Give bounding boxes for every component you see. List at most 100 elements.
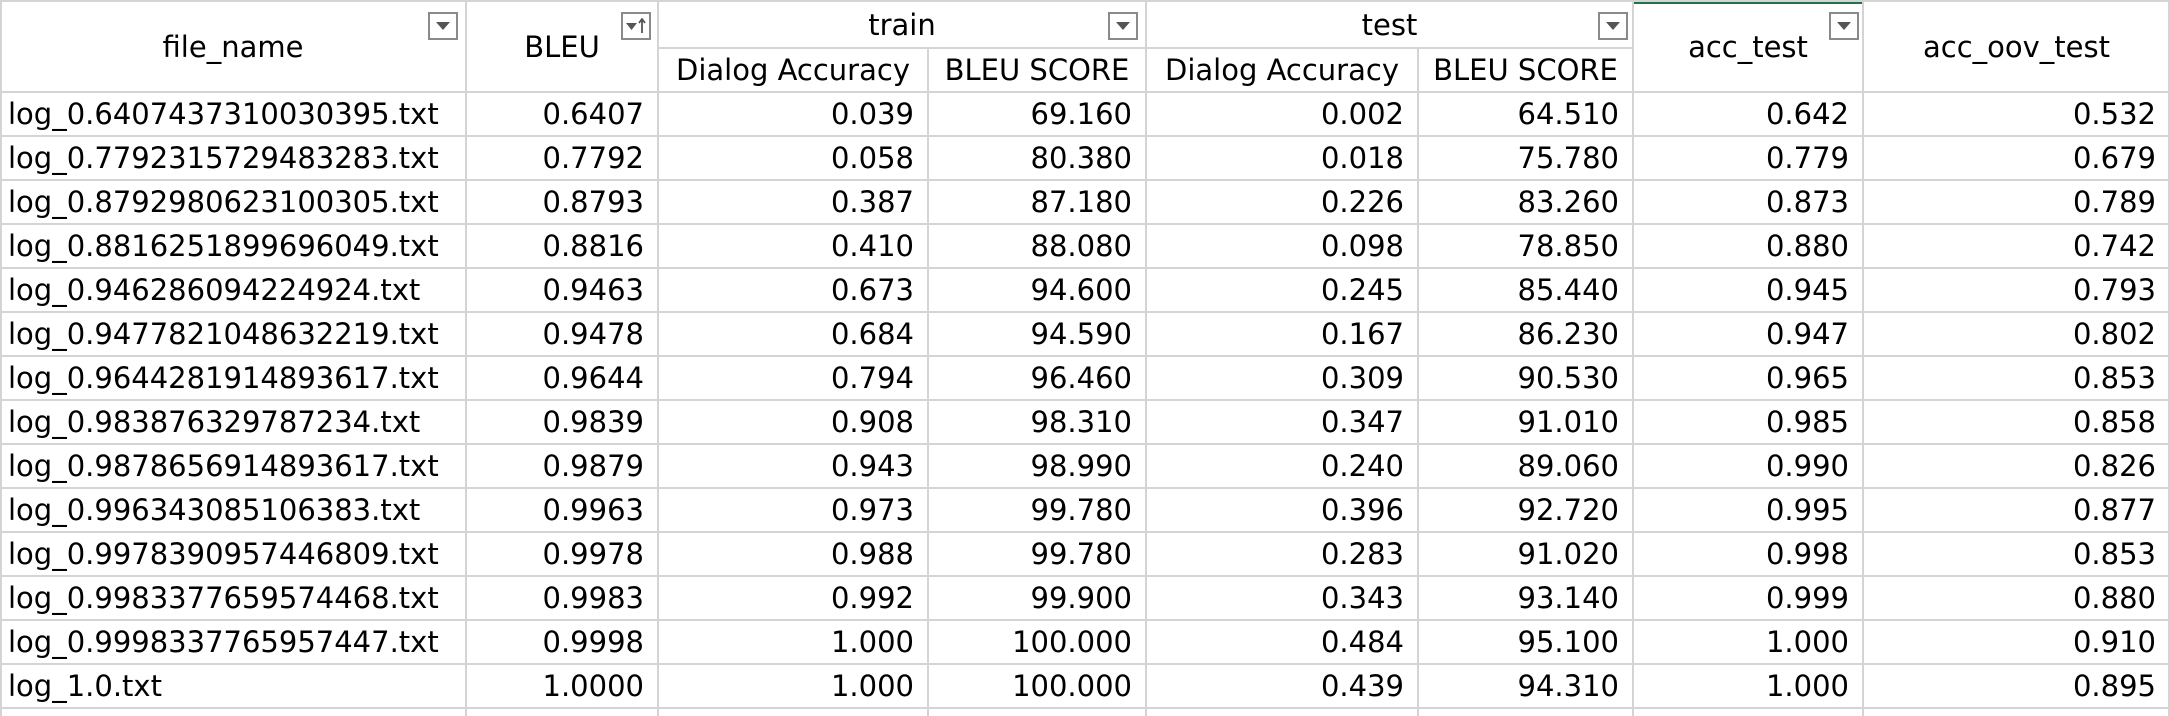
cell-train-dialog-accuracy[interactable]: 0.988 [830,536,914,571]
cell-train-bleu-score[interactable]: 100.000 [1012,624,1132,659]
cell-test-bleu-score[interactable]: 85.440 [1517,272,1619,307]
cell-train-dialog-accuracy[interactable]: 0.058 [830,140,914,175]
cell-train-bleu-score[interactable]: 99.900 [1030,580,1132,615]
cell-file-name[interactable]: log_0.946286094224924.txt [8,272,421,307]
cell-file-name[interactable]: log_0.9644281914893617.txt [8,360,439,395]
cell-test-bleu-score[interactable]: 75.780 [1517,140,1619,175]
cell-train-bleu-score[interactable]: 87.180 [1030,184,1132,219]
cell-file-name[interactable]: log_1.0.txt [8,668,162,703]
cell-train-dialog-accuracy[interactable]: 0.992 [830,580,914,615]
cell-acc-oov-test[interactable]: 0.880 [2072,580,2156,615]
cell-test-dialog-accuracy[interactable]: 0.002 [1320,96,1404,131]
cell-acc-oov-test[interactable]: 0.910 [2072,624,2156,659]
header-test-bleu-score[interactable]: BLEU SCORE [1433,52,1618,87]
header-acc-oov-test[interactable]: acc_oov_test [1923,29,2110,64]
cell-test-dialog-accuracy[interactable]: 0.018 [1320,140,1404,175]
cell-train-bleu-score[interactable]: 94.600 [1030,272,1132,307]
cell-file-name[interactable]: log_0.6407437310030395.txt [8,96,439,131]
cell-test-bleu-score[interactable]: 86.230 [1517,316,1619,351]
cell-train-dialog-accuracy[interactable]: 0.039 [830,96,914,131]
cell-test-bleu-score[interactable]: 90.530 [1517,360,1619,395]
cell-file-name[interactable]: log_0.7792315729483283.txt [8,140,439,175]
cell-test-bleu-score[interactable]: 83.260 [1517,184,1619,219]
cell-bleu[interactable]: 0.9463 [542,272,644,307]
cell-acc-test[interactable]: 0.873 [1765,184,1849,219]
cell-bleu[interactable]: 0.9963 [542,492,644,527]
cell-bleu[interactable]: 0.8793 [542,184,644,219]
cell-train-dialog-accuracy[interactable]: 0.794 [830,360,914,395]
cell-file-name[interactable]: log_0.9983377659574468.txt [8,580,439,615]
cell-test-bleu-score[interactable]: 91.020 [1517,536,1619,571]
cell-test-dialog-accuracy[interactable]: 0.283 [1320,536,1404,571]
cell-acc-oov-test[interactable]: 0.789 [2072,184,2156,219]
cell-test-dialog-accuracy[interactable]: 0.245 [1320,272,1404,307]
cell-acc-oov-test[interactable]: 0.853 [2072,360,2156,395]
cell-bleu[interactable]: 0.9644 [542,360,644,395]
header-train-group[interactable]: train [868,7,936,42]
header-train-bleu-score[interactable]: BLEU SCORE [944,52,1130,87]
header-train-dialog-accuracy[interactable]: Dialog Accuracy [676,52,910,87]
cell-acc-test[interactable]: 0.945 [1765,272,1849,307]
cell-test-dialog-accuracy[interactable]: 0.226 [1320,184,1404,219]
cell-test-bleu-score[interactable]: 93.140 [1517,580,1619,615]
cell-bleu[interactable]: 0.9983 [542,580,644,615]
cell-train-bleu-score[interactable]: 99.780 [1030,492,1132,527]
cell-test-dialog-accuracy[interactable]: 0.396 [1320,492,1404,527]
bleu-sort-ascending-filter-icon[interactable] [621,12,651,40]
cell-acc-oov-test[interactable]: 0.877 [2072,492,2156,527]
cell-acc-oov-test[interactable]: 0.742 [2072,228,2156,263]
test-filter-icon[interactable] [1598,12,1628,40]
cell-test-bleu-score[interactable]: 95.100 [1517,624,1619,659]
cell-acc-test[interactable]: 0.965 [1765,360,1849,395]
cell-acc-oov-test[interactable]: 0.858 [2072,404,2156,439]
cell-bleu[interactable]: 0.9478 [542,316,644,351]
cell-file-name[interactable]: log_0.996343085106383.txt [8,492,421,527]
header-test-group[interactable]: test [1361,7,1418,42]
cell-acc-test[interactable]: 0.995 [1765,492,1849,527]
cell-train-bleu-score[interactable]: 94.590 [1030,316,1132,351]
cell-test-dialog-accuracy[interactable]: 0.098 [1320,228,1404,263]
cell-bleu[interactable]: 0.8816 [542,228,644,263]
cell-bleu[interactable]: 0.9839 [542,404,644,439]
cell-train-dialog-accuracy[interactable]: 1.000 [830,624,914,659]
cell-acc-test[interactable]: 0.998 [1765,536,1849,571]
cell-test-bleu-score[interactable]: 92.720 [1517,492,1619,527]
train-filter-icon[interactable] [1108,12,1138,40]
cell-train-bleu-score[interactable]: 80.380 [1030,140,1132,175]
cell-bleu[interactable]: 0.9978 [542,536,644,571]
cell-acc-oov-test[interactable]: 0.826 [2072,448,2156,483]
cell-acc-oov-test[interactable]: 0.532 [2072,96,2156,131]
cell-train-dialog-accuracy[interactable]: 0.684 [830,316,914,351]
cell-train-bleu-score[interactable]: 100.000 [1012,668,1132,703]
cell-test-bleu-score[interactable]: 89.060 [1517,448,1619,483]
cell-train-dialog-accuracy[interactable]: 0.973 [830,492,914,527]
cell-file-name[interactable]: log_0.9878656914893617.txt [8,448,439,483]
cell-acc-oov-test[interactable]: 0.802 [2072,316,2156,351]
cell-test-dialog-accuracy[interactable]: 0.309 [1320,360,1404,395]
cell-acc-test[interactable]: 0.999 [1765,580,1849,615]
file-name-filter-icon[interactable] [428,12,458,40]
cell-acc-test[interactable]: 0.642 [1765,96,1849,131]
header-acc-test[interactable]: acc_test [1688,29,1808,64]
cell-acc-test[interactable]: 0.990 [1765,448,1849,483]
cell-acc-oov-test[interactable]: 0.853 [2072,536,2156,571]
cell-test-bleu-score[interactable]: 64.510 [1517,96,1619,131]
cell-train-bleu-score[interactable]: 69.160 [1030,96,1132,131]
cell-bleu[interactable]: 0.6407 [542,96,644,131]
cell-train-dialog-accuracy[interactable]: 0.908 [830,404,914,439]
cell-train-bleu-score[interactable]: 99.780 [1030,536,1132,571]
cell-test-dialog-accuracy[interactable]: 0.240 [1320,448,1404,483]
header-bleu[interactable]: BLEU [524,29,600,64]
cell-train-bleu-score[interactable]: 98.310 [1030,404,1132,439]
cell-file-name[interactable]: log_0.8816251899696049.txt [8,228,439,263]
cell-test-bleu-score[interactable]: 91.010 [1517,404,1619,439]
cell-bleu[interactable]: 0.9998 [542,624,644,659]
cell-train-bleu-score[interactable]: 96.460 [1030,360,1132,395]
cell-acc-test[interactable]: 1.000 [1765,624,1849,659]
cell-file-name[interactable]: log_0.9477821048632219.txt [8,316,439,351]
cell-bleu[interactable]: 0.7792 [542,140,644,175]
cell-train-dialog-accuracy[interactable]: 0.673 [830,272,914,307]
cell-acc-test[interactable]: 0.880 [1765,228,1849,263]
cell-file-name[interactable]: log_0.9978390957446809.txt [8,536,439,571]
cell-train-bleu-score[interactable]: 88.080 [1030,228,1132,263]
